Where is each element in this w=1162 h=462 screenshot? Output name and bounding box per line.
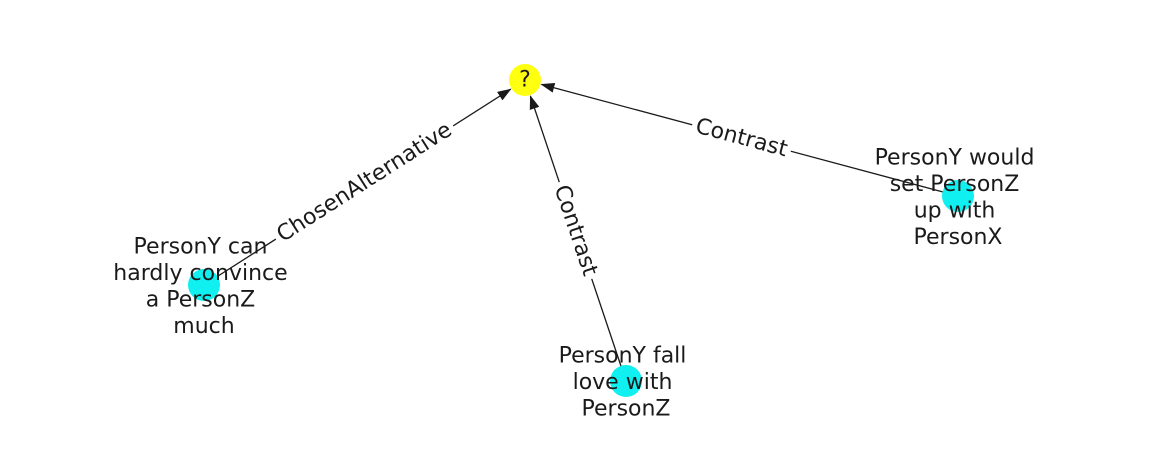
node-label-line: PersonY can: [134, 234, 268, 259]
question-node[interactable]: [509, 64, 541, 96]
node-label-line: PersonY would: [875, 145, 1035, 170]
edge-label-text: ChosenAlternative: [272, 117, 456, 247]
node-label-line: a PersonZ: [146, 287, 255, 312]
node-label-persony-can-hardly-convince: PersonY can hardly convince a PersonZ mu…: [113, 234, 294, 339]
node-label-line: hardly convince: [113, 261, 287, 286]
node-label-line: PersonY fall: [559, 344, 687, 369]
edge-label-text: Contrast: [549, 182, 603, 279]
node-persony-fall-love[interactable]: [610, 365, 642, 397]
node-label-line: set PersonZ: [890, 172, 1020, 197]
node-labels: ? PersonY can hardly convince a PersonZ …: [113, 68, 1042, 422]
edge-label-contrast-center: Contrast: [546, 178, 605, 283]
node-persony-would-set-up[interactable]: [942, 180, 974, 212]
node-label-line: PersonZ: [582, 397, 671, 422]
node-label-persony-would-set-up: PersonY would set PersonZ up with Person…: [875, 145, 1042, 250]
node-label-persony-fall-love: PersonY fall love with PersonZ: [559, 344, 694, 422]
node-label-line: up with: [914, 198, 996, 223]
node-label-line: love with: [573, 370, 673, 395]
edge-label-chosenalternative: ChosenAlternative: [268, 114, 461, 251]
question-mark-label: ?: [519, 68, 531, 93]
node-persony-can-hardly-convince[interactable]: [188, 269, 220, 301]
edge-label-text: Contrast: [693, 114, 791, 163]
node-label-line: much: [173, 314, 234, 339]
edge-label-contrast-right: Contrast: [688, 112, 795, 164]
edge-labels: ChosenAlternative Contrast Contrast: [268, 112, 795, 283]
nodes: [188, 64, 974, 397]
node-label-line: PersonX: [914, 225, 1003, 250]
